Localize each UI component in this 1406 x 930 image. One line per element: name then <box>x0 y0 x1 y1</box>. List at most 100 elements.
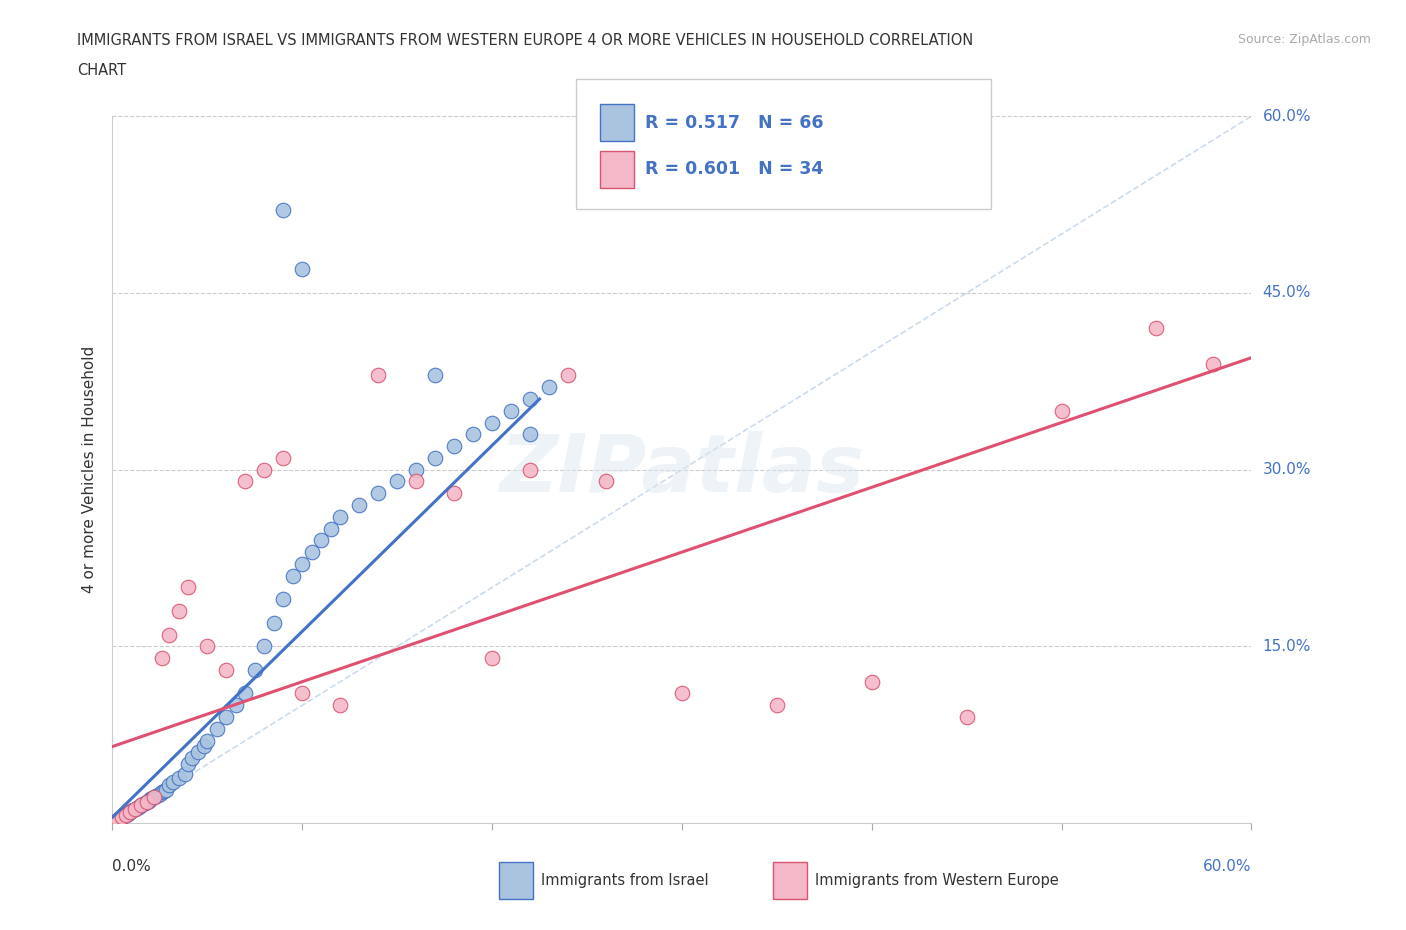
Text: 30.0%: 30.0% <box>1263 462 1310 477</box>
Point <box>309 533 333 548</box>
Point <box>1050 404 1073 418</box>
Point <box>173 766 195 781</box>
Text: Immigrants from Israel: Immigrants from Israel <box>541 873 709 888</box>
Point <box>243 662 266 677</box>
Point <box>149 786 172 801</box>
Point <box>235 474 257 489</box>
Text: 15.0%: 15.0% <box>1263 639 1310 654</box>
Point <box>124 802 146 817</box>
Point <box>159 777 180 792</box>
Point <box>111 810 134 825</box>
Text: R = 0.601   N = 34: R = 0.601 N = 34 <box>645 160 824 179</box>
Point <box>155 783 177 798</box>
Point <box>235 686 257 701</box>
Point <box>107 812 129 827</box>
Text: Immigrants from Western Europe: Immigrants from Western Europe <box>815 873 1059 888</box>
Point <box>263 616 285 631</box>
Point <box>301 545 323 560</box>
Point <box>205 722 228 737</box>
Point <box>765 698 787 712</box>
Point <box>481 651 503 666</box>
Point <box>367 368 389 383</box>
Point <box>103 815 125 830</box>
Point <box>152 784 174 799</box>
Point <box>193 739 215 754</box>
Point <box>138 793 160 808</box>
Point <box>281 568 304 583</box>
Point <box>1202 356 1225 371</box>
Text: 45.0%: 45.0% <box>1263 286 1310 300</box>
Text: R = 0.517   N = 66: R = 0.517 N = 66 <box>645 113 824 132</box>
Point <box>105 813 128 828</box>
Point <box>143 790 166 804</box>
Point <box>443 485 465 500</box>
Point <box>291 556 314 571</box>
Point <box>537 379 560 394</box>
Point <box>271 591 295 606</box>
Point <box>253 462 276 477</box>
Point <box>329 698 352 712</box>
Point <box>956 710 979 724</box>
Point <box>139 792 162 807</box>
Point <box>367 485 389 500</box>
Text: 60.0%: 60.0% <box>1263 109 1310 124</box>
Point <box>319 521 342 536</box>
Point <box>117 806 139 821</box>
Point <box>167 604 190 618</box>
Point <box>177 580 200 595</box>
Point <box>519 392 541 406</box>
Point <box>129 798 152 813</box>
Point <box>114 807 136 822</box>
Point <box>127 801 149 816</box>
Point <box>271 203 295 218</box>
Text: CHART: CHART <box>77 63 127 78</box>
Point <box>225 698 247 712</box>
Point <box>1144 321 1167 336</box>
Point <box>114 807 136 822</box>
Point <box>501 404 523 418</box>
Point <box>461 427 484 442</box>
Point <box>135 794 157 809</box>
Point <box>118 805 141 820</box>
Point <box>425 450 447 465</box>
Text: IMMIGRANTS FROM ISRAEL VS IMMIGRANTS FROM WESTERN EUROPE 4 OR MORE VEHICLES IN H: IMMIGRANTS FROM ISRAEL VS IMMIGRANTS FRO… <box>77 33 973 47</box>
Point <box>145 789 167 804</box>
Point <box>162 775 184 790</box>
Point <box>595 474 617 489</box>
Point <box>405 474 427 489</box>
Point <box>181 751 204 765</box>
Point <box>671 686 693 701</box>
Point <box>519 462 541 477</box>
Point <box>215 710 238 724</box>
Point <box>329 510 352 525</box>
Point <box>187 745 209 760</box>
Point <box>112 808 135 823</box>
Text: 60.0%: 60.0% <box>1204 859 1251 874</box>
Point <box>150 785 173 800</box>
Point <box>425 368 447 383</box>
Text: 0.0%: 0.0% <box>112 859 152 874</box>
Point <box>150 651 173 666</box>
Point <box>124 802 146 817</box>
Point <box>107 812 129 827</box>
Point <box>141 790 163 805</box>
Point <box>291 262 314 277</box>
Point <box>557 368 579 383</box>
Point <box>215 662 238 677</box>
Point <box>118 805 141 820</box>
Point <box>167 771 190 786</box>
Point <box>132 797 155 812</box>
Point <box>481 415 503 430</box>
Point <box>177 757 200 772</box>
Point <box>143 790 166 804</box>
Point <box>103 815 125 830</box>
Y-axis label: 4 or more Vehicles in Household: 4 or more Vehicles in Household <box>82 346 97 593</box>
Point <box>134 795 156 810</box>
Point <box>349 498 371 512</box>
Point <box>128 799 150 814</box>
Point <box>253 639 276 654</box>
Point <box>135 794 157 809</box>
Text: Source: ZipAtlas.com: Source: ZipAtlas.com <box>1237 33 1371 46</box>
Point <box>195 639 219 654</box>
Point <box>860 674 883 689</box>
